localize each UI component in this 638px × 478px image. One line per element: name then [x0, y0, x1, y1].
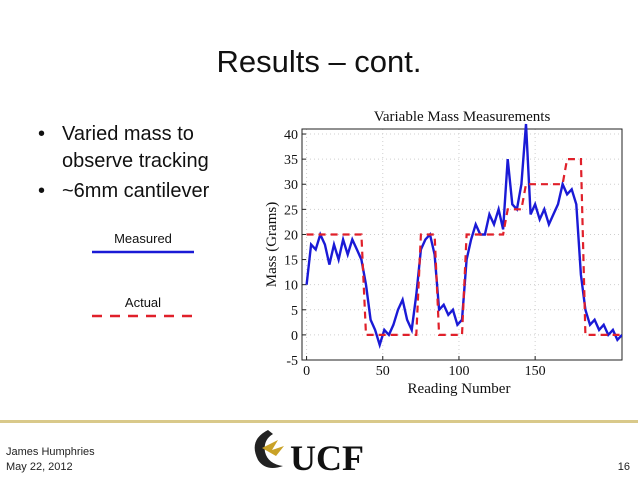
- x-tick-label: 100: [448, 364, 469, 379]
- y-tick-label: 15: [284, 254, 298, 269]
- y-axis-label: Mass (Grams): [264, 202, 280, 287]
- y-tick-label: 20: [284, 228, 298, 243]
- y-tick-label: 35: [284, 153, 298, 168]
- y-tick-label: 25: [284, 203, 298, 218]
- bullet-dot: •: [38, 180, 45, 202]
- y-tick-label: 10: [284, 279, 298, 294]
- plot-frame: [301, 128, 623, 361]
- chart-title: Variable Mass Measurements: [374, 109, 551, 125]
- bullet-dot: •: [38, 123, 45, 145]
- series-line: [305, 123, 622, 349]
- logo-emblem: [254, 430, 283, 468]
- logo-emblem-accent: [262, 440, 284, 456]
- chart: Variable Mass Measurements -5 0 5 10 15 20 25 30…: [92, 109, 623, 397]
- y-tick-label: 30: [284, 178, 298, 193]
- bullet-text: Varied mass to observe tracking: [62, 123, 209, 172]
- footer-author: James Humphries: [6, 446, 95, 458]
- x-axis-label: Reading Number: [408, 381, 511, 397]
- x-tick-label: 50: [376, 364, 390, 379]
- slide-title: Results – cont.: [216, 44, 421, 79]
- bullet-text: ~6mm cantilever: [62, 180, 210, 202]
- series-line: [306, 158, 622, 336]
- footer-date: May 22, 2012: [6, 461, 73, 473]
- y-tick-label: 40: [284, 128, 298, 143]
- page-number: 16: [618, 461, 630, 473]
- logo-text: UCF: [290, 438, 364, 478]
- x-tick-label: 0: [303, 364, 310, 379]
- y-tick-label: 0: [291, 329, 298, 344]
- footer-rule: [0, 420, 638, 423]
- bullet-list: • Varied mass to observe tracking • ~6mm can…: [38, 123, 210, 202]
- y-tick-label: -5: [286, 354, 298, 369]
- legend-label: Measured: [114, 231, 172, 246]
- logo: UCF: [254, 430, 364, 478]
- y-tick-label: 5: [291, 304, 298, 319]
- legend-label: Actual: [125, 295, 161, 310]
- x-tick-label: 150: [525, 364, 546, 379]
